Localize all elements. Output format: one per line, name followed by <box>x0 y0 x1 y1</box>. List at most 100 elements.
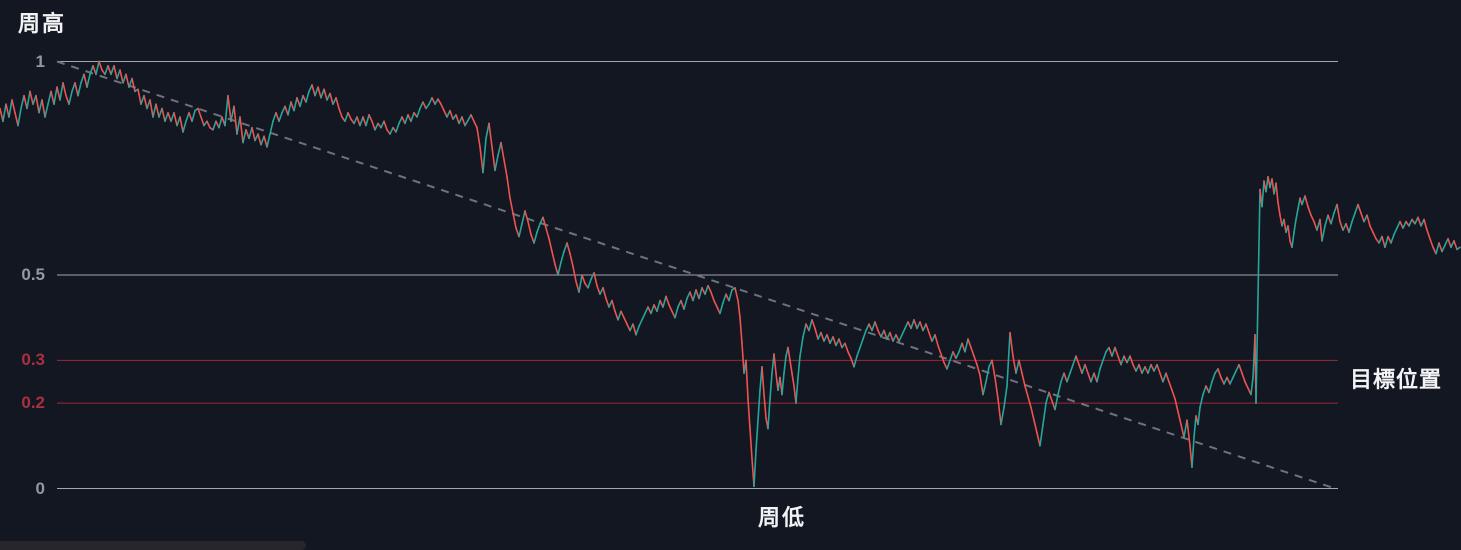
price-segment <box>728 289 733 302</box>
price-segment <box>260 135 265 146</box>
price-segment <box>940 353 945 364</box>
price-segment <box>1235 363 1240 372</box>
price-segment <box>1177 410 1182 426</box>
price-segment <box>548 237 553 253</box>
price-segment <box>1381 235 1386 249</box>
price-segment <box>1369 225 1374 234</box>
target-position-label: 目標位置 <box>1350 367 1443 392</box>
price-segment <box>149 99 154 118</box>
price-segment <box>419 101 424 110</box>
price-segment <box>695 289 700 300</box>
price-segment <box>949 351 954 362</box>
price-segment <box>958 342 963 353</box>
price-segment <box>518 222 523 238</box>
price-segment <box>638 319 643 328</box>
price-segment <box>50 90 55 105</box>
price-segment <box>787 346 791 362</box>
price-segment <box>811 319 816 330</box>
price-segment <box>1012 355 1017 375</box>
horizontal-scrollbar-thumb[interactable] <box>0 541 306 550</box>
price-segment <box>1275 182 1279 204</box>
price-segment <box>680 299 685 310</box>
price-segment <box>2 103 7 123</box>
price-segment <box>56 86 61 101</box>
price-segment <box>482 137 487 174</box>
price-segment <box>371 120 376 131</box>
price-segment <box>982 380 987 396</box>
price-segment <box>713 299 718 308</box>
price-segment <box>1287 225 1291 242</box>
price-segment <box>158 107 163 118</box>
price-segment <box>53 86 58 105</box>
price-segment <box>1327 214 1332 225</box>
price-segment <box>1126 355 1131 364</box>
price-segment <box>383 120 388 131</box>
price-segment <box>913 319 918 330</box>
price-segment <box>1208 380 1213 394</box>
price-segment <box>443 109 448 118</box>
price-segment <box>686 291 691 300</box>
price-segment <box>747 398 751 430</box>
price-segment <box>68 90 73 105</box>
price-segment <box>182 120 187 133</box>
price-segment <box>296 96 301 108</box>
price-segment <box>1069 363 1074 375</box>
price-segment <box>814 327 819 340</box>
price-segment <box>422 101 427 110</box>
price-segment <box>1015 359 1020 375</box>
price-segment <box>605 297 610 308</box>
price-segment <box>1048 391 1053 402</box>
price-segment <box>233 105 238 135</box>
price-segment <box>626 323 631 332</box>
price-segment <box>1238 363 1243 375</box>
price-segment <box>997 398 1002 426</box>
price-segment <box>188 111 193 123</box>
price-segment <box>197 107 202 118</box>
price-segment <box>916 321 921 330</box>
price-segment <box>185 111 190 123</box>
price-segment <box>904 321 909 330</box>
price-segment <box>161 107 166 123</box>
price-segment <box>789 359 793 375</box>
price-segment <box>461 116 466 127</box>
price-segment <box>838 338 843 349</box>
price-segment <box>1295 208 1299 221</box>
price-segment <box>737 299 741 319</box>
price-segment <box>491 146 496 172</box>
price-segment <box>823 333 828 342</box>
price-segment <box>152 103 157 118</box>
price-segment <box>1108 346 1113 357</box>
price-segment <box>808 319 813 332</box>
price-segment <box>689 291 694 302</box>
price-segment <box>1390 233 1395 244</box>
price-segment <box>1003 385 1008 409</box>
price-segment <box>167 111 172 123</box>
price-segment <box>722 293 727 304</box>
price-segment <box>416 107 421 118</box>
price-segment <box>707 284 712 293</box>
price-segment <box>650 304 655 315</box>
price-segment <box>1387 235 1392 244</box>
price-segment <box>614 310 619 321</box>
price-segment <box>533 231 538 244</box>
price-segment <box>632 323 637 336</box>
price-segment <box>62 82 67 97</box>
price-segment <box>1399 220 1404 229</box>
price-segment <box>871 321 876 332</box>
price-segment <box>173 111 178 127</box>
price-segment <box>745 359 749 400</box>
week-low-label: 周低 <box>758 505 807 530</box>
price-segment <box>191 109 196 123</box>
price-segment <box>5 103 10 118</box>
price-segment <box>602 287 607 300</box>
axis-label-0.2: 0.2 <box>21 393 45 413</box>
price-segment <box>425 103 430 110</box>
price-segment <box>620 310 625 319</box>
price-segment <box>1120 355 1125 366</box>
price-segment <box>1351 212 1356 223</box>
price-segment <box>1171 389 1176 400</box>
price-segment <box>1211 372 1216 383</box>
price-segment <box>892 333 897 342</box>
price-segment <box>1030 406 1035 421</box>
